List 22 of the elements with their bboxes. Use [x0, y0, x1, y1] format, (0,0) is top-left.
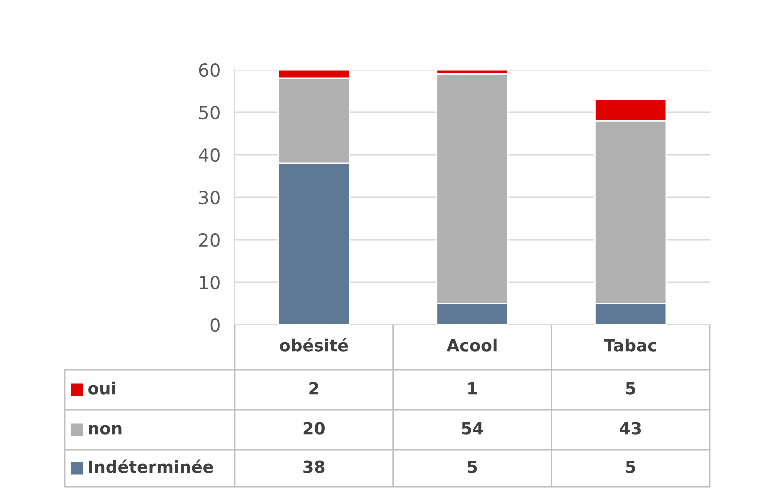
data-label: 20: [304, 422, 325, 435]
data-label: 1: [468, 382, 478, 395]
x-tick-label: obésité: [280, 338, 348, 352]
y-tick-label: 60: [199, 63, 220, 78]
data-label: 38: [304, 460, 325, 474]
y-tick-label: 30: [200, 190, 220, 205]
x-tick-label: Acool: [446, 338, 497, 352]
data-label: 5: [626, 460, 636, 474]
y-tick-label: 10: [200, 276, 220, 290]
data-label: 2: [310, 382, 319, 395]
data-label: 5: [468, 460, 478, 474]
legend-label: non: [89, 425, 122, 435]
legend-label: oui: [88, 382, 116, 395]
y-tick-label: 0: [210, 318, 220, 332]
x-tick-label: Tabac: [604, 338, 656, 352]
y-tick-label: 50: [200, 106, 220, 120]
data-label: 43: [620, 422, 642, 435]
data-label: 54: [462, 422, 484, 435]
y-tick-label: 20: [199, 233, 220, 248]
y-tick-label: 40: [199, 148, 220, 162]
legend-label: Indéterminée: [89, 460, 214, 474]
data-label: 5: [626, 382, 636, 395]
